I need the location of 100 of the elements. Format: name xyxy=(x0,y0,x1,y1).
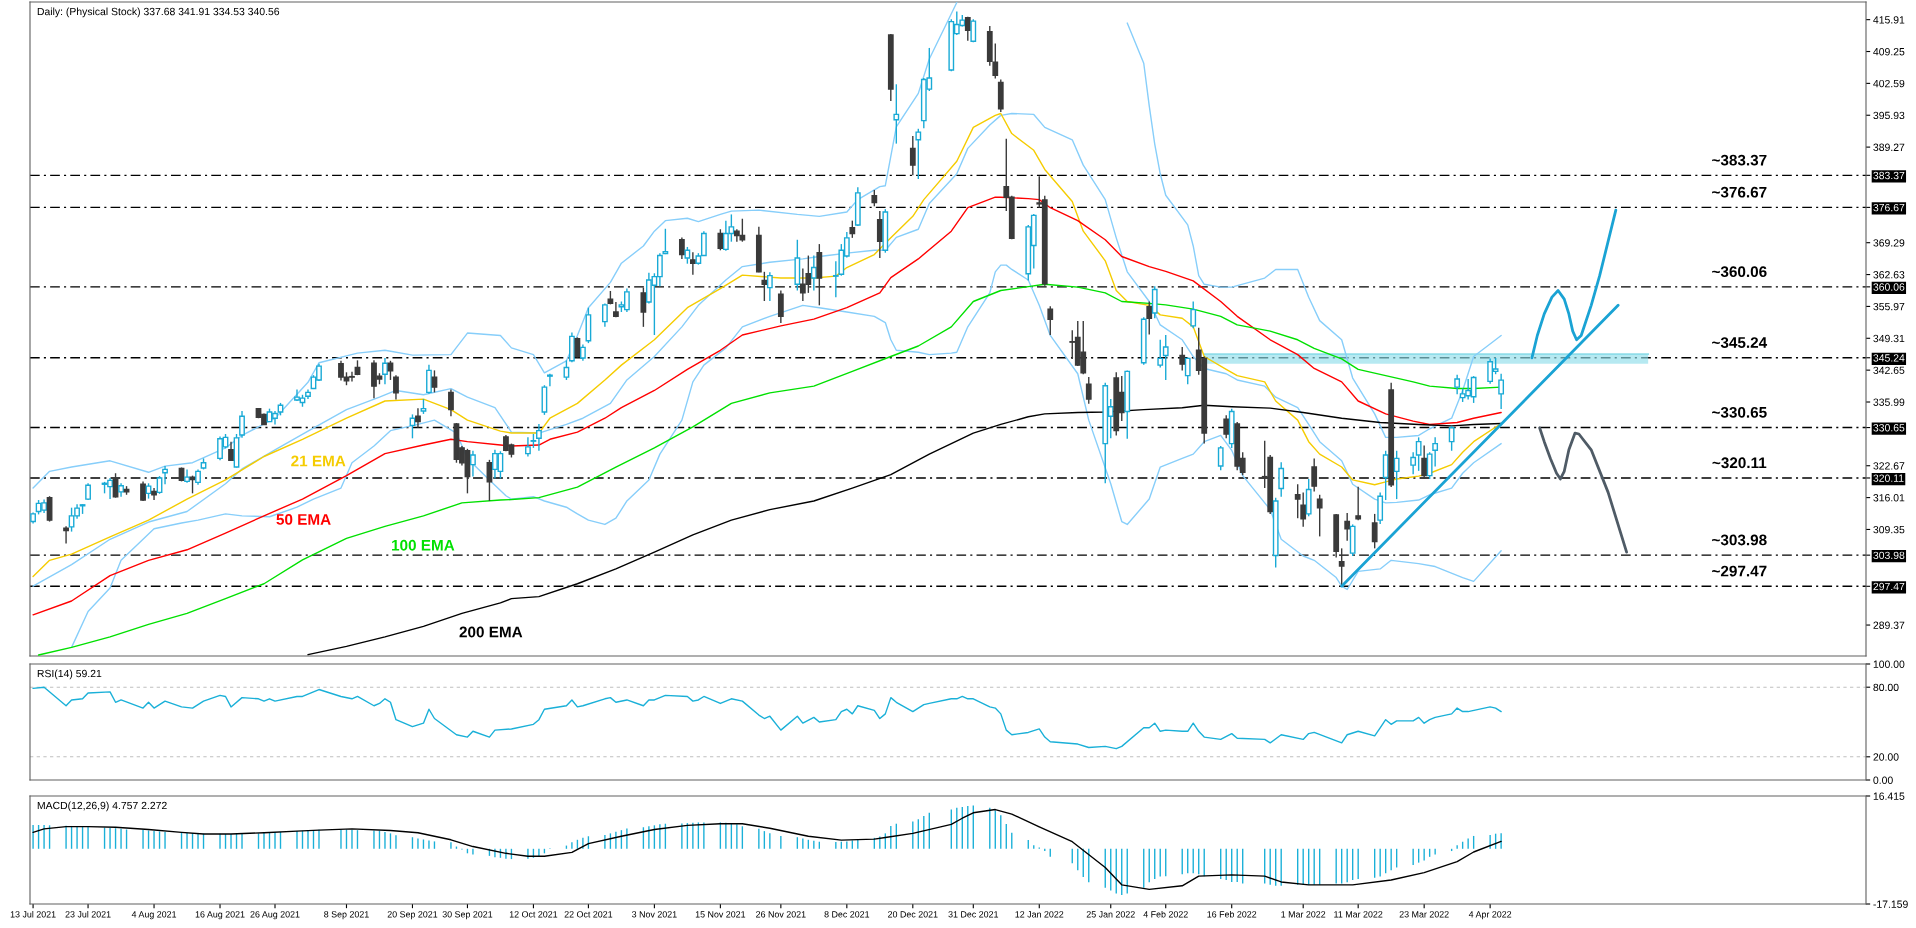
candlestick xyxy=(689,251,696,276)
y-tick-label: 383.37 xyxy=(1873,171,1905,180)
candlestick xyxy=(766,271,773,302)
candlestick xyxy=(1311,457,1318,493)
x-tick-label: 22 Oct 2021 xyxy=(564,911,613,918)
chart-title: MACD(12,26,9) 4.757 2.272 xyxy=(37,801,167,812)
candlestick xyxy=(1223,414,1230,440)
y-tick-label: 322.67 xyxy=(1873,462,1905,470)
x-tick-label: 16 Feb 2022 xyxy=(1207,910,1257,918)
ref-line-label: ~383.37 xyxy=(1712,154,1767,166)
candlestick xyxy=(547,373,553,387)
candlestick xyxy=(1217,445,1224,472)
candlestick xyxy=(1421,444,1428,480)
candlestick xyxy=(1179,346,1186,372)
x-tick-label: 13 Jul 2021 xyxy=(10,910,56,918)
x-tick-label: 11 Mar 2022 xyxy=(1334,911,1383,918)
y-tick-label: 355.97 xyxy=(1873,302,1905,311)
candlestick xyxy=(426,363,432,395)
y-tick-label: 345.24 xyxy=(1873,354,1905,362)
candlestick xyxy=(1157,339,1164,369)
candlestick xyxy=(1316,494,1323,538)
ref-line-label: ~376.67 xyxy=(1712,186,1767,198)
candlestick xyxy=(1371,513,1378,550)
candlestick xyxy=(228,440,234,462)
x-tick-label: 16 Aug 2021 xyxy=(195,911,245,920)
candlestick xyxy=(140,480,146,502)
candlestick xyxy=(1448,425,1455,452)
y-tick-label: 297.47 xyxy=(1873,582,1905,591)
ref-line-label: ~360.06 xyxy=(1712,266,1767,278)
candlestick xyxy=(563,359,570,381)
candlestick xyxy=(448,388,454,418)
candlestick xyxy=(777,289,784,324)
x-tick-label: 31 Dec 2021 xyxy=(948,911,999,918)
x-tick-label: 8 Sep 2021 xyxy=(324,911,369,920)
y-tick-label: 415.91 xyxy=(1873,16,1905,24)
y-tick-label: 16.415 xyxy=(1873,792,1905,800)
ref-line-label: ~297.47 xyxy=(1712,565,1767,577)
x-tick-label: 25 Jan 2022 xyxy=(1086,911,1135,918)
candlestick xyxy=(1190,300,1197,329)
candlestick xyxy=(1454,373,1461,395)
candlestick xyxy=(1047,305,1054,336)
y-tick-label: 360.06 xyxy=(1873,283,1905,291)
candlestick xyxy=(486,459,493,502)
x-tick-label: 4 Feb 2022 xyxy=(1143,910,1188,918)
x-tick-label: 26 Aug 2021 xyxy=(250,911,300,920)
y-tick-label: 362.63 xyxy=(1873,271,1905,279)
line-series xyxy=(1538,426,1628,554)
y-tick-label: 100.00 xyxy=(1873,660,1905,668)
x-tick-label: 3 Nov 2021 xyxy=(632,911,677,918)
x-tick-label: 23 Mar 2022 xyxy=(1399,911,1449,918)
candlestick xyxy=(909,135,916,176)
y-tick-label: 342.65 xyxy=(1873,366,1905,375)
chart-title: RSI(14) 59.21 xyxy=(37,669,102,680)
ref-line-label: ~320.11 xyxy=(1712,457,1767,469)
x-tick-label: 23 Jul 2021 xyxy=(65,910,111,918)
x-tick-label: 20 Dec 2021 xyxy=(888,911,938,918)
series-label: 21 EMA xyxy=(291,455,346,467)
candlestick xyxy=(382,357,388,385)
series-label: 50 EMA xyxy=(276,514,331,525)
y-tick-label: 409.25 xyxy=(1873,48,1905,56)
candlestick xyxy=(1344,512,1351,542)
candlestick xyxy=(536,423,542,452)
candlestick xyxy=(761,271,768,302)
candlestick xyxy=(1278,461,1285,498)
y-tick-label: -17.159 xyxy=(1873,900,1908,908)
candlestick xyxy=(1498,372,1505,410)
candlestick xyxy=(162,465,168,485)
x-tick-label: 4 Apr 2022 xyxy=(1468,911,1512,920)
x-tick-label: 20 Sep 2021 xyxy=(387,911,438,920)
x-tick-label: 12 Oct 2021 xyxy=(509,911,558,918)
line-series xyxy=(32,686,1502,750)
candlestick xyxy=(63,525,69,545)
x-tick-label: 4 Aug 2021 xyxy=(131,911,177,920)
ref-line-label: ~330.65 xyxy=(1712,406,1767,418)
candlestick xyxy=(239,410,245,439)
y-tick-label: 335.99 xyxy=(1873,398,1905,406)
candlestick xyxy=(640,286,647,328)
y-tick-label: 0.00 xyxy=(1873,776,1893,784)
y-tick-label: 316.01 xyxy=(1873,494,1905,502)
y-tick-label: 376.67 xyxy=(1873,203,1905,212)
candlestick xyxy=(1393,450,1400,500)
ref-line-label: ~303.98 xyxy=(1712,534,1767,546)
series-label: 200 EMA xyxy=(459,626,523,638)
candlestick xyxy=(415,407,421,429)
candlestick xyxy=(893,83,900,145)
candlestick xyxy=(1415,436,1422,472)
candlestick xyxy=(1355,485,1362,521)
candlestick xyxy=(602,302,608,328)
series-label: 100 EMA xyxy=(392,539,455,551)
x-tick-label: 12 Jan 2022 xyxy=(1015,911,1064,918)
y-tick-label: 309.35 xyxy=(1873,525,1905,534)
candlestick xyxy=(915,128,922,180)
candlestick xyxy=(1162,334,1169,381)
candlestick xyxy=(1146,300,1153,336)
candlestick xyxy=(1184,356,1191,385)
y-tick-label: 402.59 xyxy=(1873,79,1905,88)
y-tick-label: 349.31 xyxy=(1873,334,1905,343)
candlestick xyxy=(1410,451,1417,475)
y-tick-label: 20.00 xyxy=(1873,753,1899,761)
line-series xyxy=(32,196,1502,616)
